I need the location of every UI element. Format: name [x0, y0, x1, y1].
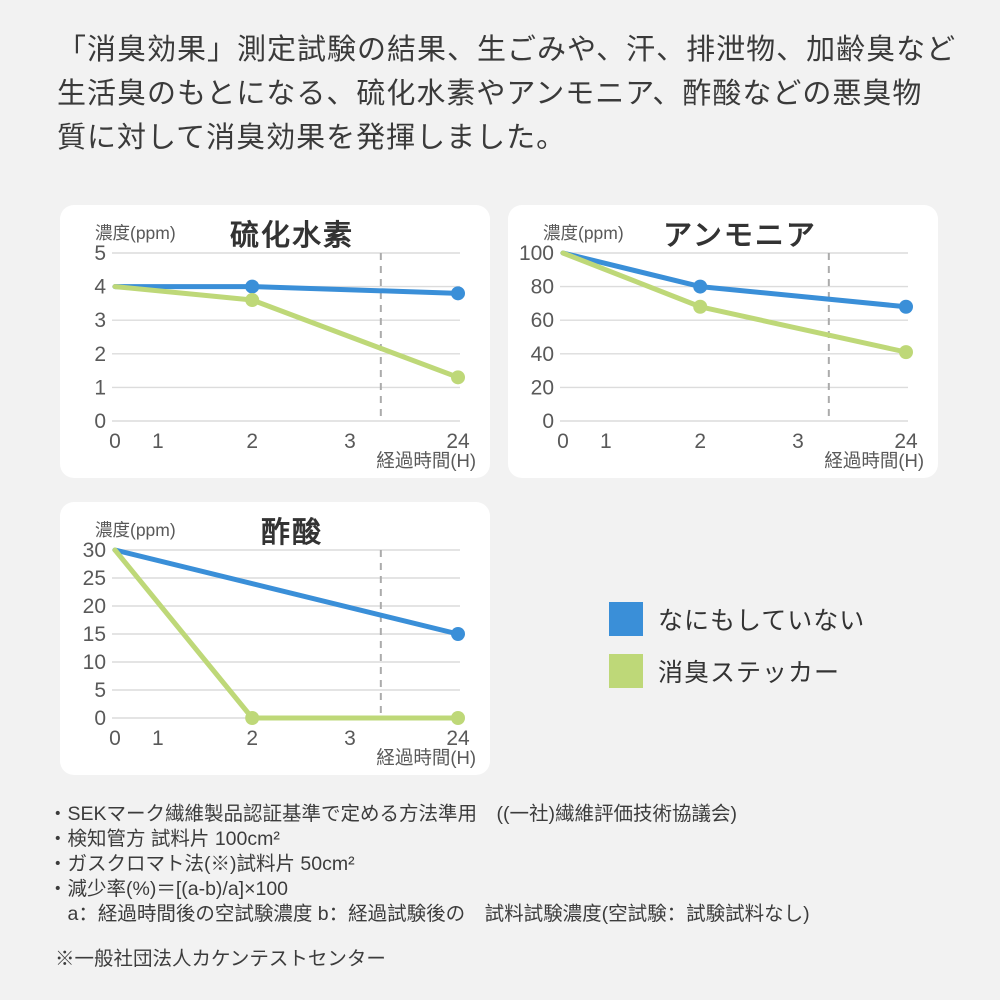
x-tick-label: 3: [344, 727, 356, 750]
footnotes: ・SEKマーク繊維製品認証基準で定める方法準用 ((一社)繊維評価技術協議会) …: [48, 802, 968, 972]
x-tick-label: 3: [792, 430, 804, 453]
chart-card-acetic-acid: 0 5 10 15 20 25 30 0 1 2 3 24 濃度(ppm) 酢酸経過時間(H): [60, 502, 490, 775]
data-point-blue: [693, 279, 708, 294]
data-point-blue: [451, 627, 465, 641]
chart-title: 硫化水素: [230, 218, 354, 252]
y-axis-unit-label: 濃度(ppm): [95, 520, 176, 540]
legend-item-untreated: なにもしていない: [609, 601, 865, 637]
intro-line-2: 生活臭のもとになる、硫化水素やアンモニア、酢酸などの悪臭物: [57, 78, 923, 110]
y-axis-unit-label: 濃度(ppm): [95, 223, 176, 243]
data-point-green: [245, 293, 260, 308]
y-tick-label: 2: [94, 343, 106, 366]
x-tick-label: 0: [109, 727, 121, 750]
intro-line-1: 「消臭効果」測定試験の結果、生ごみや、汗、排泄物、加齢臭など: [57, 34, 957, 66]
x-tick-label: 2: [246, 727, 258, 750]
y-tick-label: 60: [531, 309, 554, 332]
x-tick-label: 1: [600, 430, 612, 453]
x-tick-label: 0: [557, 430, 569, 453]
y-axis-unit-label: 濃度(ppm): [543, 223, 624, 243]
legend-swatch-green: [609, 654, 643, 688]
x-tick-label: 2: [694, 430, 706, 453]
y-tick-label: 30: [83, 539, 106, 562]
x-axis-label: 経過時間(H): [824, 450, 924, 471]
series-line-blue: [112, 547, 461, 637]
x-tick-label: 2: [246, 430, 258, 453]
y-tick-label: 5: [94, 679, 106, 702]
data-point-blue: [899, 299, 913, 314]
y-tick-label: 100: [519, 242, 554, 265]
data-point-green: [245, 711, 260, 725]
x-tick-label: 1: [152, 727, 164, 750]
chart-card-ammonia: 0 20 40 60 80 100 0 1 2 3 24 濃度(ppm) アンモニア経過時間(H): [508, 205, 938, 478]
data-point-green: [693, 299, 708, 314]
footnote-line-3: ・ガスクロマト法(※)試料片 50cm²: [48, 853, 355, 875]
footnote-line-4: ・減少率(%)＝[(a-b)/a]×100: [48, 878, 289, 900]
data-point-green: [899, 345, 913, 360]
y-tick-label: 20: [83, 595, 106, 618]
y-tick-label: 10: [83, 651, 106, 674]
x-tick-label: 0: [109, 430, 121, 453]
y-tick-label: 0: [94, 707, 106, 730]
intro-text: 「消臭効果」測定試験の結果、生ごみや、汗、排泄物、加齢臭など 生活臭のもとになる…: [57, 28, 957, 160]
x-tick-label: 3: [344, 430, 356, 453]
legend-label-deodorant-sticker: 消臭ステッカー: [658, 659, 841, 687]
chart-title: 酢酸: [261, 516, 323, 549]
series-line-blue: [560, 250, 909, 310]
legend: なにもしていない 消臭ステッカー: [609, 601, 865, 705]
legend-item-deodorant-sticker: 消臭ステッカー: [609, 653, 865, 689]
y-tick-label: 40: [531, 343, 554, 366]
y-tick-label: 5: [94, 242, 106, 265]
data-point-green: [451, 711, 465, 725]
x-tick-label: 24: [446, 430, 470, 453]
legend-label-untreated: なにもしていない: [658, 607, 866, 635]
x-tick-label: 1: [152, 430, 164, 453]
y-tick-label: 20: [531, 376, 554, 399]
x-tick-label: 24: [446, 727, 470, 750]
x-axis-label: 経過時間(H): [376, 450, 476, 471]
y-tick-label: 1: [94, 376, 106, 399]
data-point-blue: [451, 286, 465, 301]
footnote-line-5: a：経過時間後の空試験濃度 b：経過試験後の 試料試験濃度(空試験：試験試料なし…: [48, 903, 810, 925]
chart-title: アンモニア: [663, 220, 817, 252]
data-point-green: [451, 370, 465, 385]
y-tick-label: 15: [83, 623, 106, 646]
y-tick-label: 4: [94, 276, 106, 299]
y-tick-label: 80: [531, 276, 554, 299]
legend-swatch-blue: [609, 602, 643, 636]
intro-line-3: 質に対して消臭効果を発揮しました。: [57, 122, 567, 154]
series-line-green: [112, 284, 461, 380]
y-tick-label: 0: [94, 410, 106, 433]
footnote-line-2: ・検知管方 試料片 100cm²: [48, 828, 280, 850]
chart-card-hydrogen-sulfide: 0 1 2 3 4 5 0 1 2 3 24 濃度(ppm) 硫化水素経過時間(H): [60, 205, 490, 478]
data-point-blue: [245, 279, 260, 294]
y-tick-label: 0: [542, 410, 554, 433]
y-tick-label: 3: [94, 309, 106, 332]
footnote-source: ※一般社団法人カケンテストセンター: [55, 948, 386, 970]
y-tick-label: 25: [83, 567, 106, 590]
x-axis-label: 経過時間(H): [376, 747, 476, 768]
x-tick-label: 24: [894, 430, 918, 453]
footnote-line-1: ・SEKマーク繊維製品認証基準で定める方法準用 ((一社)繊維評価技術協議会): [48, 803, 737, 825]
